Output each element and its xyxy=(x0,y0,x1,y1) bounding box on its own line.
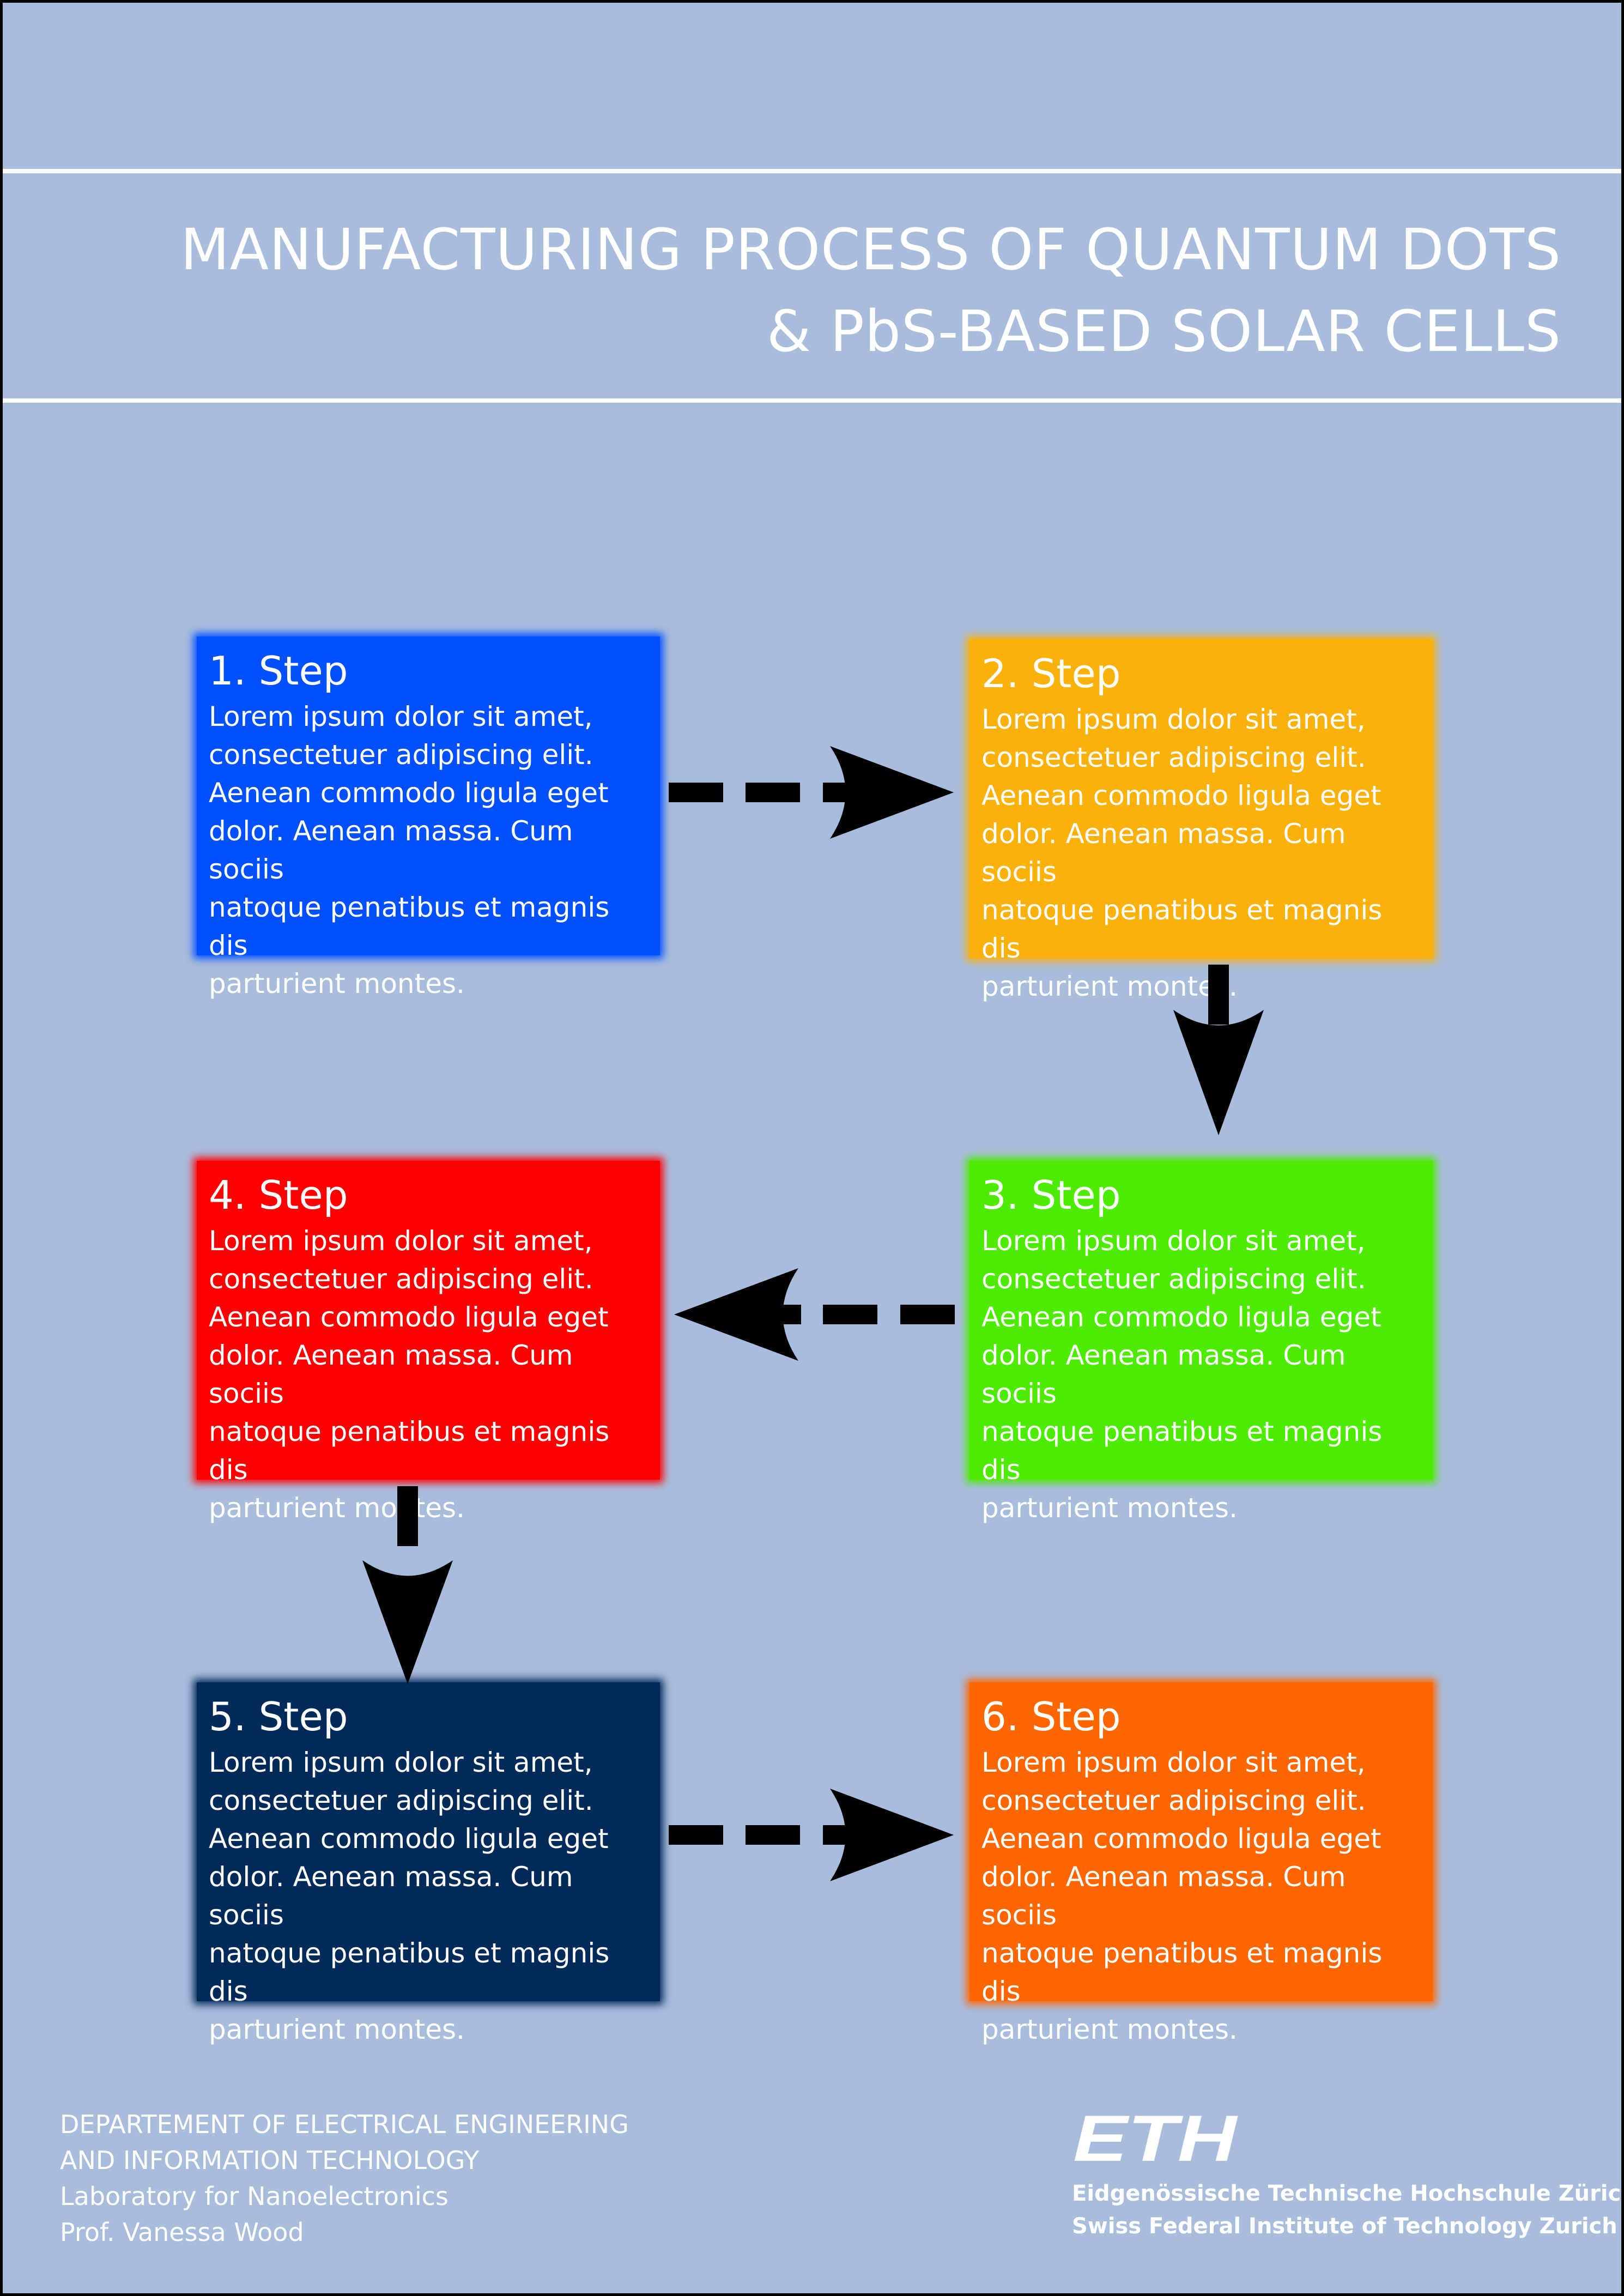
arrow-step4-to-step5 xyxy=(362,1486,453,1684)
step-text-3: Lorem ipsum dolor sit amet, consectetuer… xyxy=(981,1225,1383,1524)
institution-name-en: Swiss Federal Institute of Technology Zu… xyxy=(1072,2214,1617,2239)
department-line-1: DEPARTEMENT OF ELECTRICAL ENGINEERING xyxy=(60,2110,629,2139)
arrow-step2-to-step3 xyxy=(1173,965,1264,1135)
header-rule-bottom xyxy=(3,398,1621,403)
step-box-6: 6. Step Lorem ipsum dolor sit amet, cons… xyxy=(969,1682,1433,2045)
header-rule-top xyxy=(3,169,1621,173)
step-title-4: 4. Step xyxy=(209,1172,348,1218)
professor-name: Prof. Vanessa Wood xyxy=(60,2218,304,2247)
poster-title: MANUFACTURING PROCESS OF QUANTUM DOTS & … xyxy=(90,209,1561,372)
institution-info: Eidgenössische Technische Hochschule Zür… xyxy=(1072,2177,1624,2243)
step-text-5: Lorem ipsum dolor sit amet, consectetuer… xyxy=(209,1747,610,2045)
laboratory-name: Laboratory for Nanoelectronics xyxy=(60,2182,449,2211)
department-info: DEPARTEMENT OF ELECTRICAL ENGINEERING AN… xyxy=(60,2106,629,2250)
eth-logo-text: ETH xyxy=(1073,2111,1238,2171)
step-text-4: Lorem ipsum dolor sit amet, consectetuer… xyxy=(209,1225,610,1524)
step-box-4: 4. Step Lorem ipsum dolor sit amet, cons… xyxy=(197,1161,660,1524)
step-box-1: 1. Step Lorem ipsum dolor sit amet, cons… xyxy=(197,637,660,999)
step-box-2: 2. Step Lorem ipsum dolor sit amet, cons… xyxy=(969,639,1433,1002)
step-text-6: Lorem ipsum dolor sit amet, consectetuer… xyxy=(981,1747,1383,2045)
step-box-3: 3. Step Lorem ipsum dolor sit amet, cons… xyxy=(969,1161,1433,1524)
step-box-5: 5. Step Lorem ipsum dolor sit amet, cons… xyxy=(197,1682,660,2045)
arrow-step1-to-step2 xyxy=(669,746,954,839)
step-title-3: 3. Step xyxy=(981,1172,1121,1218)
step-text-1: Lorem ipsum dolor sit amet, consectetuer… xyxy=(209,701,610,999)
title-line-1: MANUFACTURING PROCESS OF QUANTUM DOTS xyxy=(180,216,1561,283)
institution-name-de: Eidgenössische Technische Hochschule Zür… xyxy=(1072,2181,1624,2206)
step-text-2: Lorem ipsum dolor sit amet, consectetuer… xyxy=(981,704,1383,1002)
department-line-2: AND INFORMATION TECHNOLOGY xyxy=(60,2146,480,2175)
step-title-2: 2. Step xyxy=(981,651,1121,696)
eth-logo: ETH xyxy=(1073,2111,1238,2171)
step-title-5: 5. Step xyxy=(209,1694,348,1740)
arrow-step5-to-step6 xyxy=(669,1789,954,1881)
title-line-2: & PbS-BASED SOLAR CELLS xyxy=(767,298,1561,365)
arrow-step3-to-step4 xyxy=(674,1268,955,1361)
flow-arrows xyxy=(362,746,1264,1881)
step-title-6: 6. Step xyxy=(981,1694,1121,1740)
step-title-1: 1. Step xyxy=(209,648,348,694)
